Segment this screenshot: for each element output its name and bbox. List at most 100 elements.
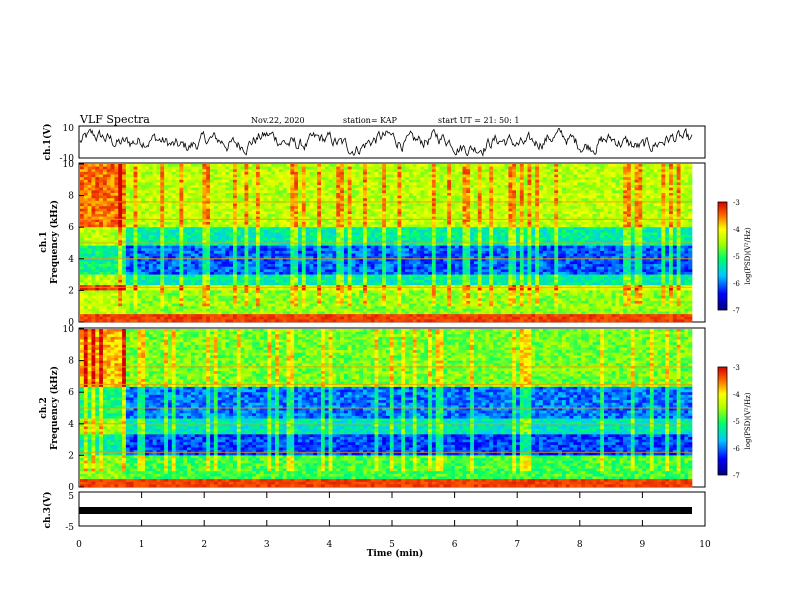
spectrogram-cell [397,177,402,181]
spectrogram-cell [301,211,306,215]
spectrogram-cell [83,253,88,257]
spectrogram-cell [340,300,345,304]
spectrogram-cell [343,271,349,275]
spectrogram-cell [187,293,192,296]
spectrogram-cell [309,235,314,239]
spectrogram-cell [309,200,314,204]
spectrogram-cell [351,319,356,323]
spectrogram-cell [340,224,345,228]
spectrogram-cell [248,185,253,188]
spectrogram-cell [332,253,337,257]
spectrogram-cell [317,264,322,267]
spectrogram-cell [386,250,391,254]
spectrogram-cell [317,192,322,196]
spectrogram-cell [187,208,192,212]
spectrogram-cell [271,261,276,265]
spectrogram-cell [298,198,303,202]
spectrogram-cell [95,316,100,320]
spectrogram-cell [244,182,249,186]
spectrogram-cell [210,271,215,275]
spectrogram-cell [286,316,291,320]
spectrogram-cell [179,261,184,265]
spectrogram-cell [167,306,173,310]
spectrogram-cell [190,298,196,302]
spectrogram-cell [294,169,299,173]
spectrogram-cell [99,250,104,254]
spectrogram-cell [252,216,257,220]
spectrogram-cell [175,195,180,199]
spectrogram-cell [129,285,134,289]
spectrogram-cell [145,306,150,310]
spectrogram-cell [255,290,261,294]
spectrogram-cell [328,314,333,318]
spectrogram-cell [382,279,387,283]
spectrogram-cell [167,243,173,246]
spectrogram-cell [359,216,364,220]
spectrogram-cell [202,258,207,262]
spectrogram-cell [133,256,138,260]
spectrogram-cell [359,311,364,315]
spectrogram-cell [137,237,142,241]
spectrogram-cell [206,279,211,283]
spectrogram-cell [118,285,123,289]
spectrogram-cell [110,179,115,183]
spectrogram-cell [125,235,131,239]
spectrogram-cell [248,277,253,281]
spectrogram-cell [137,285,142,289]
spectrogram-cell [305,290,310,294]
spectrogram-cell [102,182,108,186]
spectrogram-cell [80,287,85,291]
spectrogram-cell [233,311,238,315]
spectrogram-cell [87,253,92,257]
spectrogram-cell [393,229,398,233]
spectrogram-cell [386,279,391,283]
spectrogram-cell [252,285,257,289]
spectrogram-cell [210,316,215,320]
spectrogram-cell [183,271,188,275]
spectrogram-cell [129,179,134,183]
spectrogram-cell [309,298,314,302]
spectrogram-cell [122,250,127,254]
spectrogram-cell [363,187,368,191]
ch1-waveform-panel: 10 -10 ch.1(V) [42,124,706,164]
spectrogram-cell [336,179,341,183]
spectrogram-cell [156,306,161,310]
spectrogram-cell [290,285,295,289]
spectrogram-cell [275,295,280,299]
spectrogram-cell [160,187,165,191]
spectrogram-cell [171,303,176,307]
spectrogram-cell [183,237,188,241]
spectrogram-cell [148,269,153,273]
spectrogram-cell [320,237,326,241]
spectrogram-cell [102,316,108,320]
spectrogram-cell [233,221,238,225]
spectrogram-cell [148,177,153,181]
spectrogram-cell [328,282,333,286]
spectrogram-cell [259,308,264,312]
spectrogram-cell [324,277,329,281]
spectrogram-cell [213,306,219,310]
spectrogram-cell [137,166,142,170]
spectrogram-cell [309,219,314,223]
spectrogram-cell [343,274,349,278]
spectrogram-cell [252,264,257,267]
spectrogram-cell [198,264,203,267]
spectrogram-cell [275,314,280,318]
spectrogram-cell [106,243,111,246]
spectrogram-cell [294,174,299,178]
spectrogram-cell [263,243,268,246]
spectrogram-cell [217,314,222,318]
spectrogram-cell [351,271,356,275]
spectrogram-cell [80,240,85,244]
spectrogram-cell [187,245,192,249]
spectrogram-cell [129,195,134,199]
spectrogram-cell [217,319,222,323]
spectrogram-cell [229,182,234,186]
spectrogram-cell [156,290,161,294]
spectrogram-cell [164,295,169,299]
spectrogram-cell [152,187,157,191]
spectrogram-cell [198,253,203,257]
spectrogram-cell [206,200,211,204]
spectrogram-cell [171,306,176,310]
spectrogram-cell [336,169,341,173]
